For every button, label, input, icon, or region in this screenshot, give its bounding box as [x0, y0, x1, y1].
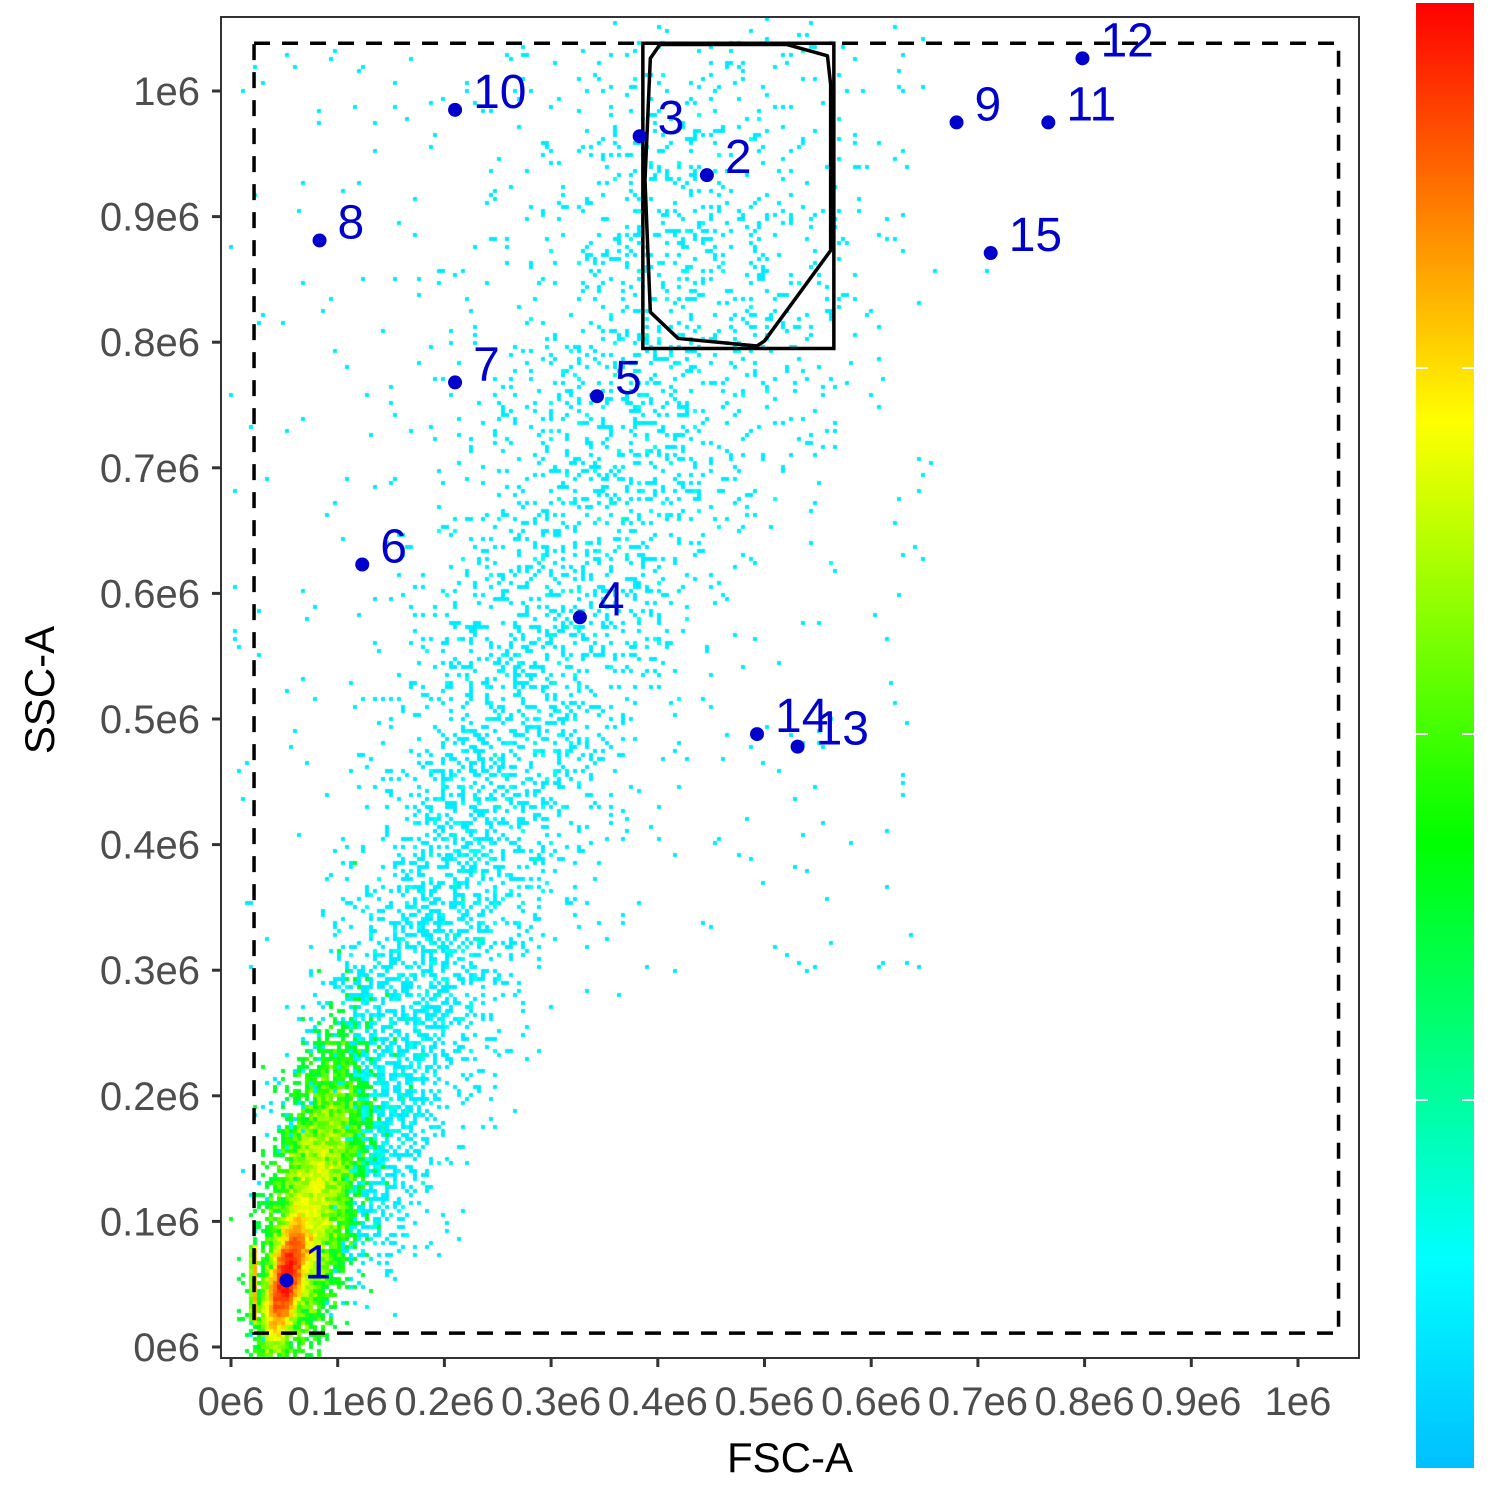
y-tick-label: 0.6e6 — [100, 572, 200, 616]
labeled-point[interactable] — [279, 1273, 294, 1288]
density-cloud — [221, 17, 1359, 1358]
point-label: 15 — [1009, 209, 1062, 262]
point-label: 6 — [380, 521, 407, 574]
x-tick-label: 0.4e6 — [608, 1380, 708, 1424]
labeled-point[interactable] — [589, 389, 604, 404]
point-label: 9 — [975, 78, 1002, 131]
labeled-point[interactable] — [790, 739, 805, 754]
labeled-point[interactable] — [448, 375, 463, 390]
polygon-gate[interactable] — [643, 42, 833, 348]
x-tick-label: 0.8e6 — [1035, 1380, 1135, 1424]
y-tick-label: 0.8e6 — [100, 321, 200, 365]
point-label: 13 — [816, 703, 869, 756]
plot-border — [220, 16, 1360, 1359]
x-tick-label: 0.2e6 — [394, 1380, 494, 1424]
labeled-point[interactable] — [572, 610, 587, 625]
y-tick-label: 0.9e6 — [100, 196, 200, 240]
colorbar — [1416, 3, 1474, 1468]
y-tick-label: 0.3e6 — [100, 949, 200, 993]
labeled-point[interactable] — [983, 246, 998, 261]
y-axis-label: SSC-A — [16, 626, 63, 754]
rectangle-gate[interactable] — [641, 41, 836, 351]
labeled-point[interactable] — [448, 102, 463, 117]
point-label: 7 — [473, 338, 500, 391]
x-tick-label: 0.6e6 — [821, 1380, 921, 1424]
point-label: 11 — [1066, 78, 1116, 131]
point-label: 3 — [658, 92, 685, 145]
labeled-point[interactable] — [1041, 115, 1056, 130]
y-tick-label: 0.5e6 — [100, 698, 200, 742]
x-tick-label: 0.9e6 — [1141, 1380, 1241, 1424]
x-tick-label: 0.5e6 — [714, 1380, 814, 1424]
x-tick-label: 1e6 — [1265, 1380, 1332, 1424]
x-axis-label: FSC-A — [727, 1434, 853, 1481]
y-tick-label: 1e6 — [133, 70, 200, 114]
y-tick-label: 0.7e6 — [100, 447, 200, 491]
y-tick-label: 0.2e6 — [100, 1075, 200, 1119]
point-label: 4 — [598, 573, 625, 626]
x-tick-label: 0.7e6 — [928, 1380, 1028, 1424]
point-label: 10 — [473, 66, 526, 119]
point-label: 1 — [304, 1236, 331, 1289]
point-label: 8 — [338, 196, 365, 249]
y-tick-label: 0.1e6 — [100, 1200, 200, 1244]
point-label: 12 — [1100, 14, 1153, 67]
x-tick-label: 0e6 — [198, 1380, 265, 1424]
y-tick-label: 0e6 — [133, 1326, 200, 1370]
x-tick-label: 0.3e6 — [501, 1380, 601, 1424]
labeled-point[interactable] — [750, 727, 765, 742]
x-tick-label: 0.1e6 — [288, 1380, 388, 1424]
labeled-point[interactable] — [949, 115, 964, 130]
labeled-point[interactable] — [699, 168, 714, 183]
labeled-point[interactable] — [355, 557, 370, 572]
point-label: 14 — [775, 690, 828, 743]
labeled-point[interactable] — [632, 129, 647, 144]
point-label: 2 — [725, 131, 752, 184]
point-label: 5 — [615, 352, 642, 405]
labeled-point[interactable] — [1075, 51, 1090, 66]
labeled-point[interactable] — [312, 233, 327, 248]
y-tick-label: 0.4e6 — [100, 824, 200, 868]
dashed-rectangle-gate[interactable] — [252, 41, 1341, 1335]
